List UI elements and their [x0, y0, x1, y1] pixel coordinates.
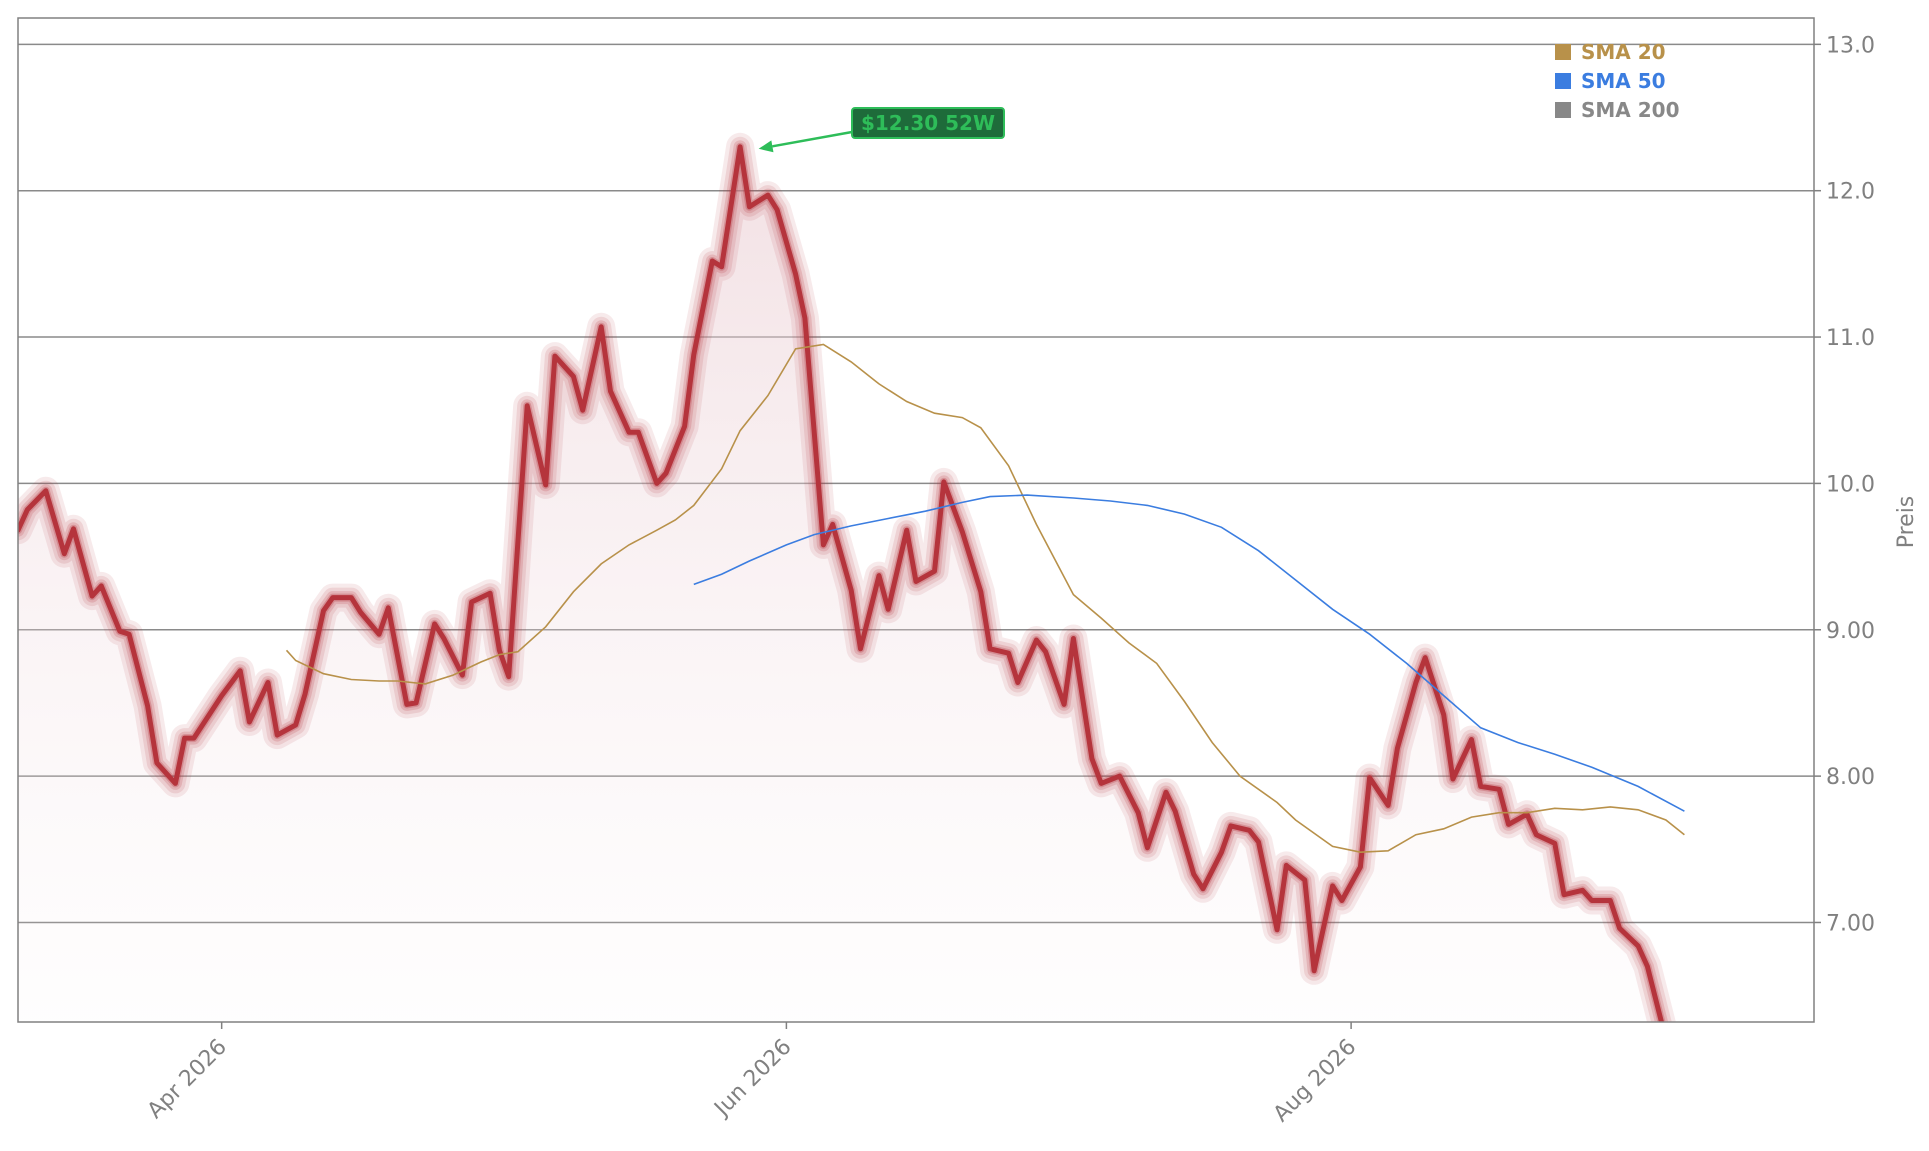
- legend-swatch-sma-200: [1555, 102, 1571, 118]
- x-tick-label: Jun 2026: [709, 1035, 797, 1123]
- x-tick-label: Aug 2026: [1269, 1035, 1362, 1128]
- legend-swatch-sma-50: [1555, 73, 1571, 89]
- y-tick-label: 8.00: [1826, 765, 1875, 790]
- x-tick-label: Apr 2026: [143, 1035, 232, 1124]
- annotation-arrow: [772, 130, 853, 148]
- y-axis: 7.00 8.00 9.00 10.0 11.0 12.0 13.0: [1814, 33, 1875, 936]
- y-axis-title: Preis: [1894, 496, 1919, 549]
- plot-frame: [17, 17, 1815, 1023]
- annotation-box: [851, 107, 1005, 139]
- sma-50-line: [693, 494, 1685, 812]
- y-tick-label: 7.00: [1826, 911, 1875, 936]
- annotation-label: $12.30 52W: [861, 111, 995, 135]
- legend-label-sma-200: SMA 200: [1581, 98, 1680, 122]
- y-tick-label: 9.00: [1826, 619, 1875, 644]
- price-line: [18, 144, 1665, 1022]
- annotation-arrowhead: [758, 140, 774, 153]
- sma-20-line: [285, 343, 1685, 854]
- legend-label-sma-20: SMA 20: [1581, 40, 1666, 64]
- y-tick-label: 13.0: [1826, 33, 1875, 58]
- legend: SMA 20 SMA 50 SMA 200: [1555, 40, 1680, 122]
- high-annotation: $12.30 52W: [758, 107, 1005, 153]
- y-tick-label: 10.0: [1826, 472, 1875, 497]
- legend-label-sma-50: SMA 50: [1581, 69, 1666, 93]
- legend-swatch-sma-20: [1555, 44, 1571, 60]
- y-tick-label: 11.0: [1826, 326, 1875, 351]
- price-area-fill: [18, 146, 1666, 1022]
- y-tick-label: 12.0: [1826, 180, 1875, 205]
- x-axis: Apr 2026 Jun 2026 Aug 2026: [143, 1022, 1362, 1128]
